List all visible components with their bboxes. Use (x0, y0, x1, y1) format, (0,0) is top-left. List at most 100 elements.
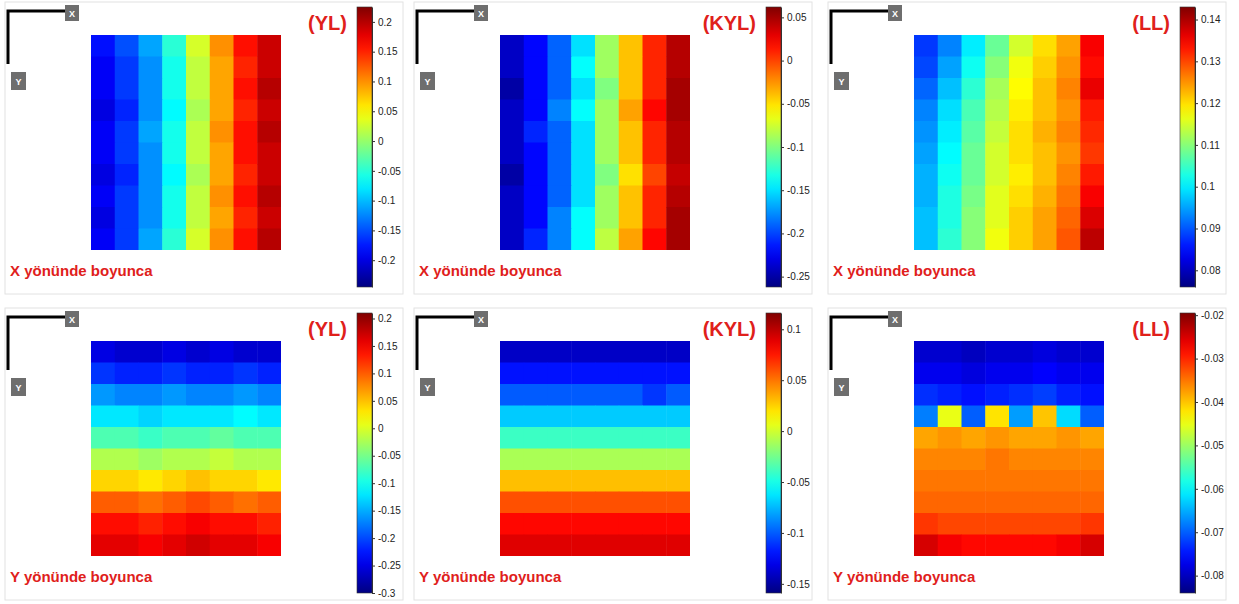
colorbar-tick-label: -0.07 (1201, 527, 1224, 538)
colorbar-tick-mark (1195, 228, 1198, 229)
y-label-box (11, 72, 26, 90)
panel: XY(LL)Y yönünde boyunca-0.02-0.03-0.04-0… (828, 308, 1226, 600)
heat-cell (548, 535, 572, 557)
colorbar-tick: -0.05 (372, 450, 401, 461)
heat-cell (234, 513, 258, 535)
x-label: X (69, 315, 75, 325)
heat-cell (257, 384, 281, 406)
heat-cell (139, 363, 163, 385)
heat-cell (1057, 121, 1081, 143)
colorbar-tick: 0.15 (372, 341, 398, 352)
heat-cell (1009, 229, 1033, 251)
heat-cell (500, 229, 524, 251)
panel-title: (YL) (308, 318, 347, 340)
heat-cell (1009, 121, 1033, 143)
colorbar-tick-mark (372, 111, 375, 112)
heat-cell (1057, 384, 1081, 406)
heat-cell (234, 100, 258, 122)
heat-cell (962, 100, 986, 122)
heat-cell (186, 121, 210, 143)
y-label: Y (838, 77, 844, 87)
heat-cell (524, 143, 548, 165)
colorbar-tick: 0.12 (1195, 98, 1221, 109)
colorbar-tick-mark (1195, 61, 1198, 62)
heat-cell (571, 449, 595, 471)
heat-cell (666, 406, 690, 428)
colorbar-tick-label: 0.1 (1201, 181, 1215, 192)
y-label: Y (838, 383, 844, 393)
colorbar-tick: 0.09 (1195, 223, 1221, 234)
heat-cell (1080, 535, 1104, 557)
heat-cell (595, 535, 619, 557)
heat-cell (524, 384, 548, 406)
heat-cell (234, 470, 258, 492)
x-label: X (892, 315, 898, 325)
heat-cell (938, 229, 962, 251)
heat-cell (139, 406, 163, 428)
heat-cell (1033, 35, 1057, 57)
heat-cell (162, 57, 186, 79)
x-label-box (65, 311, 79, 327)
heat-cell (186, 35, 210, 57)
colorbar-tick: -0.1 (781, 528, 805, 539)
panel-title: (LL) (1132, 12, 1170, 34)
heat-cell (938, 449, 962, 471)
heat-cell (234, 535, 258, 557)
heat-cell (162, 535, 186, 557)
heat-cell (234, 35, 258, 57)
heat-cell (1009, 143, 1033, 165)
heat-cell (666, 164, 690, 186)
heat-cell (1080, 186, 1104, 208)
heat-cell (162, 427, 186, 449)
heat-cell (1080, 363, 1104, 385)
heat-cell (91, 492, 115, 514)
heat-cell (1080, 449, 1104, 471)
heat-cell (548, 207, 572, 229)
heat-cell (1033, 207, 1057, 229)
heat-cell (1057, 229, 1081, 251)
colorbar-tick-mark (1195, 187, 1198, 188)
heat-cell (186, 57, 210, 79)
colorbar-tick-mark (1195, 270, 1198, 271)
heat-cell (257, 35, 281, 57)
heat-cell (91, 143, 115, 165)
heat-cell (962, 186, 986, 208)
colorbar-tick: 0.05 (781, 12, 807, 23)
heat-cell (500, 341, 524, 363)
colorbar-tick-mark (781, 61, 784, 62)
heat-cell (524, 449, 548, 471)
colorbar-tick-mark (1195, 103, 1198, 104)
heat-cell (914, 449, 938, 471)
heat-cell (210, 406, 234, 428)
heat-cell (91, 207, 115, 229)
colorbar-tick: -0.1 (781, 142, 805, 153)
y-label: Y (15, 383, 21, 393)
colorbar-tick-mark (372, 566, 375, 567)
heat-cell (619, 143, 643, 165)
heat-cell (500, 513, 524, 535)
heatmap (914, 341, 1104, 556)
heat-cell (571, 406, 595, 428)
colorbar-tick-mark (781, 17, 784, 18)
heat-cell (938, 406, 962, 428)
colorbar-tick: 0.08 (1195, 265, 1221, 276)
heat-cell (500, 186, 524, 208)
heat-cell (210, 78, 234, 100)
heat-cell (643, 121, 667, 143)
colorbar-tick-label: 0 (787, 426, 793, 437)
heat-cell (524, 535, 548, 557)
y-label: Y (15, 77, 21, 87)
colorbar-tick-label: -0.1 (787, 142, 805, 153)
heat-cell (985, 229, 1009, 251)
heat-cell (595, 143, 619, 165)
axis-arrow (417, 11, 474, 64)
heat-cell (234, 427, 258, 449)
panel-subtitle: Y yönünde boyunca (419, 568, 562, 585)
colorbar-tick: -0.15 (781, 185, 810, 196)
panel-frame (5, 2, 403, 294)
colorbar-tick-label: -0.05 (378, 166, 401, 177)
panel-frame (414, 2, 812, 294)
heat-cell (1009, 78, 1033, 100)
heat-cell (985, 35, 1009, 57)
colorbar-tick-mark (1195, 359, 1198, 360)
